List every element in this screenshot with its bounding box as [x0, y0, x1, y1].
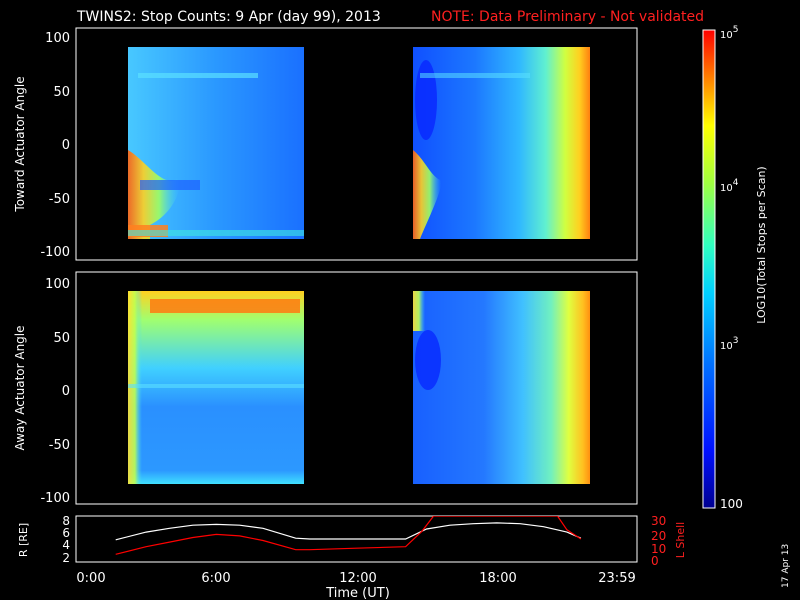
generation-date: 17 Apr 13 — [781, 544, 791, 588]
orbit-lines — [115, 516, 582, 555]
colorbar-tick-1e4: 104 — [720, 178, 739, 194]
colorbar — [702, 29, 716, 509]
toward-ytick-neg100: -100 — [40, 245, 70, 260]
r-tick-2: 2 — [62, 551, 70, 565]
l-axis-label: L Shell — [674, 522, 687, 558]
r-axis-label: R [RE] — [17, 523, 30, 557]
r-tick-4: 4 — [62, 538, 70, 552]
toward-block-2-band — [420, 73, 530, 78]
figure-title: TWINS2: Stop Counts: 9 Apr (day 99), 201… — [76, 9, 381, 25]
toward-block-2 — [413, 47, 590, 239]
toward-block-1-band — [138, 73, 258, 78]
toward-block-2-hole — [415, 60, 437, 140]
away-panel-frame — [75, 271, 638, 505]
away-block-1-band — [128, 384, 304, 388]
away-ytick-neg50: -50 — [49, 438, 70, 453]
away-block-2-edge — [413, 291, 425, 331]
toward-block-2-hot-region — [413, 150, 441, 239]
l-tick-10: 10 — [651, 542, 666, 556]
xtick-2359: 23:59 — [598, 571, 635, 586]
l-tick-30: 30 — [651, 514, 666, 528]
l-shell-series-line — [115, 516, 582, 555]
orbit-panel-frame — [75, 515, 638, 563]
colorbar-tick-100: 100 — [720, 497, 743, 511]
colorbar-label: LOG10(Total Stops per Scan) — [755, 166, 768, 323]
toward-ytick-50: 50 — [53, 85, 70, 100]
away-block-2-hole — [415, 330, 441, 390]
away-ytick-100: 100 — [45, 277, 70, 292]
away-ytick-neg100: -100 — [40, 491, 70, 506]
away-block-1-hot-band — [150, 299, 300, 313]
toward-block-1-hot-region — [128, 150, 180, 239]
away-heatmap-panel — [128, 291, 590, 484]
toward-block-1-bottom-band — [128, 230, 304, 236]
xtick-1200: 12:00 — [339, 571, 376, 586]
xtick-0600: 6:00 — [201, 571, 230, 586]
away-ytick-50: 50 — [53, 331, 70, 346]
toward-ytick-0: 0 — [62, 138, 70, 153]
r-tick-8: 8 — [62, 514, 70, 528]
away-block-2 — [413, 291, 590, 484]
l-tick-20: 20 — [651, 529, 666, 543]
toward-block-1-band-2 — [140, 180, 200, 190]
preliminary-note: NOTE: Data Preliminary - Not validated — [431, 9, 704, 25]
toward-ylabel: Toward Actuator Angle — [13, 76, 27, 212]
r-tick-6: 6 — [62, 526, 70, 540]
colorbar-tick-1e5: 105 — [720, 25, 738, 41]
toward-panel-frame — [75, 27, 638, 261]
colorbar-tick-1e3: 103 — [720, 336, 738, 352]
xtick-1800: 18:00 — [479, 571, 516, 586]
x-axis-label: Time (UT) — [325, 586, 390, 600]
toward-ytick-100: 100 — [45, 31, 70, 46]
away-ylabel: Away Actuator Angle — [13, 325, 27, 450]
toward-heatmap-panel — [128, 47, 590, 239]
away-ytick-0: 0 — [62, 384, 70, 399]
toward-ytick-neg50: -50 — [49, 192, 70, 207]
l-tick-0: 0 — [651, 554, 659, 568]
r-series-line — [115, 522, 582, 541]
xtick-0000: 0:00 — [76, 571, 105, 586]
